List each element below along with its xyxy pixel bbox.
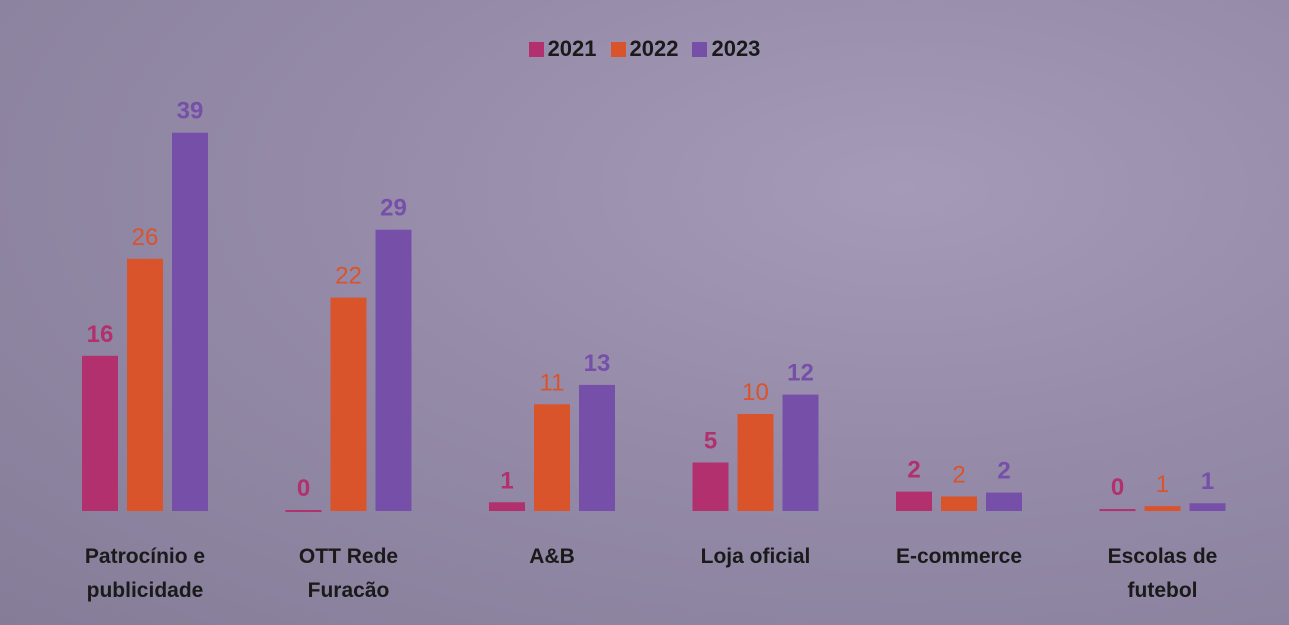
- legend-swatch: [692, 42, 707, 57]
- x-tick-label: E-commerce: [884, 540, 1034, 574]
- bar: [738, 414, 774, 511]
- chart: 162639022291111351012222011 202120222023…: [0, 0, 1289, 625]
- value-label: 2: [907, 457, 920, 484]
- x-tick-label: OTT Rede Furacão: [274, 540, 424, 608]
- bar: [1190, 503, 1226, 511]
- bar: [896, 492, 932, 511]
- value-label: 2: [952, 461, 965, 488]
- bar: [534, 404, 570, 511]
- bar: [986, 493, 1022, 511]
- bar: [693, 463, 729, 512]
- x-tick-label: Loja oficial: [681, 540, 831, 574]
- bar: [82, 356, 118, 511]
- value-label: 22: [335, 263, 362, 290]
- value-label: 1: [1156, 471, 1169, 498]
- value-label: 1: [500, 467, 513, 494]
- bar: [489, 502, 525, 511]
- value-label: 0: [1111, 474, 1124, 501]
- legend-item: 2022: [611, 36, 679, 62]
- value-label: 26: [132, 224, 159, 251]
- bar: [1145, 506, 1181, 511]
- legend-swatch: [529, 42, 544, 57]
- bar: [579, 385, 615, 511]
- value-label: 1: [1201, 468, 1214, 495]
- legend-swatch: [611, 42, 626, 57]
- value-label: 11: [540, 369, 565, 396]
- value-label: 12: [787, 360, 814, 387]
- legend: 2021 2022 2023: [0, 36, 1289, 62]
- x-tick-label: Escolas de futebol: [1088, 540, 1238, 608]
- bar: [783, 395, 819, 511]
- legend-item: 2021: [529, 36, 597, 62]
- legend-label: 2022: [630, 36, 679, 62]
- value-label: 10: [742, 379, 769, 406]
- bar: [286, 510, 322, 512]
- bar: [331, 298, 367, 511]
- value-label: 29: [380, 195, 407, 222]
- value-label: 0: [297, 475, 310, 502]
- value-label: 13: [584, 350, 611, 377]
- value-label: 16: [87, 321, 114, 348]
- bar: [172, 133, 208, 511]
- bar: [1100, 509, 1136, 511]
- value-label: 39: [177, 98, 204, 125]
- legend-label: 2021: [548, 36, 597, 62]
- x-tick-label: A&B: [477, 540, 627, 574]
- legend-item: 2023: [692, 36, 760, 62]
- bar: [941, 496, 977, 511]
- x-tick-label: Patrocínio e publicidade: [70, 540, 220, 608]
- bar: [127, 259, 163, 511]
- value-label: 2: [997, 458, 1010, 485]
- value-label: 5: [704, 428, 717, 455]
- legend-label: 2023: [711, 36, 760, 62]
- bar: [376, 230, 412, 511]
- plot: 162639022291111351012222011: [0, 0, 1289, 625]
